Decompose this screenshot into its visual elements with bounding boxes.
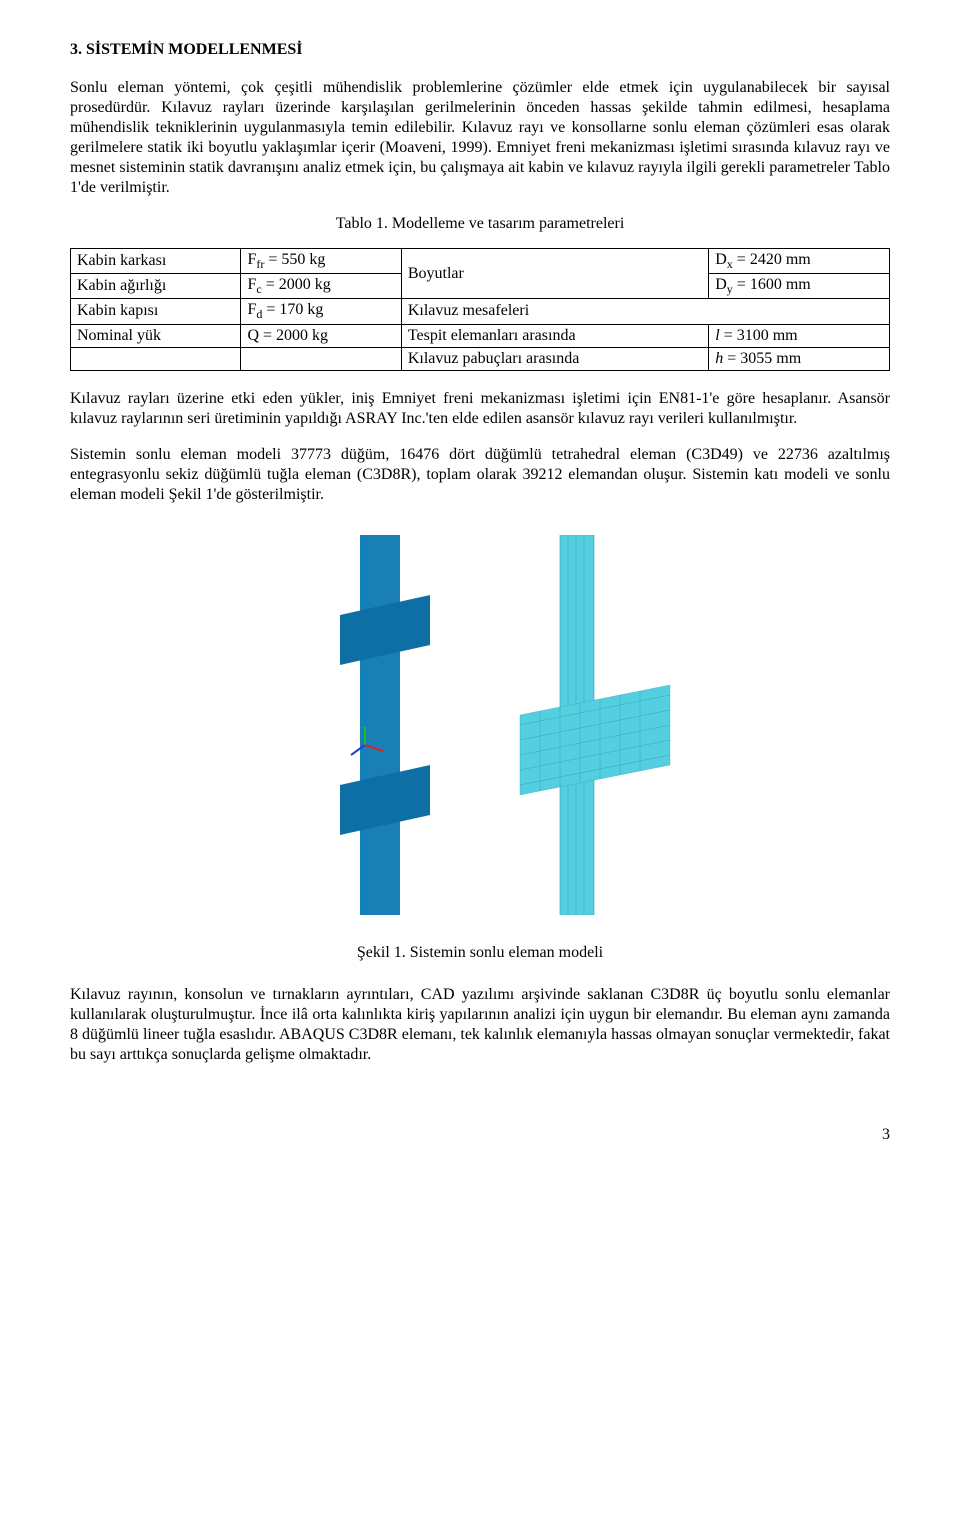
table1: Kabin karkasıFfr = 550 kgBoyutlarDx = 24… <box>70 248 890 371</box>
cell-group: Kılavuz pabuçları arasında <box>401 347 708 370</box>
table-row: Kabin karkasıFfr = 550 kgBoyutlarDx = 24… <box>71 249 890 274</box>
figure1-svg <box>220 535 740 915</box>
table-row: Kabin kapısıFd = 170 kgKılavuz mesafeler… <box>71 299 890 324</box>
cell-value: Dy = 1600 mm <box>709 274 890 299</box>
table1-caption: Tablo 1. Modelleme ve tasarım parametrel… <box>70 214 890 234</box>
table-row: Kılavuz pabuçları arasındah = 3055 mm <box>71 347 890 370</box>
paragraph-2: Kılavuz rayları üzerine etki eden yükler… <box>70 389 890 429</box>
cell-param-name: Nominal yük <box>71 324 241 347</box>
cell-param-symbol: Fc = 2000 kg <box>241 274 401 299</box>
cell-group: Kılavuz mesafeleri <box>401 299 889 324</box>
table-row: Nominal yükQ = 2000 kgTespit elemanları … <box>71 324 890 347</box>
page-number: 3 <box>70 1125 890 1145</box>
cell-param-symbol <box>241 347 401 370</box>
cell-group: Tespit elemanları arasında <box>401 324 708 347</box>
cell-param-symbol: Ffr = 550 kg <box>241 249 401 274</box>
cell-param-name: Kabin karkası <box>71 249 241 274</box>
figure1 <box>70 535 890 921</box>
cell-group: Boyutlar <box>401 249 708 299</box>
figure1-caption: Şekil 1. Sistemin sonlu eleman modeli <box>70 943 890 963</box>
cell-value: l = 3100 mm <box>709 324 890 347</box>
cell-param-name: Kabin kapısı <box>71 299 241 324</box>
paragraph-1: Sonlu eleman yöntemi, çok çeşitli mühend… <box>70 78 890 198</box>
cell-value: Dx = 2420 mm <box>709 249 890 274</box>
cell-param-symbol: Fd = 170 kg <box>241 299 401 324</box>
cell-param-name <box>71 347 241 370</box>
cell-param-symbol: Q = 2000 kg <box>241 324 401 347</box>
paragraph-4: Kılavuz rayının, konsolun ve tırnakların… <box>70 985 890 1065</box>
paragraph-3: Sistemin sonlu eleman modeli 37773 düğüm… <box>70 445 890 505</box>
section-title: 3. SİSTEMİN MODELLENMESİ <box>70 40 890 60</box>
cell-param-name: Kabin ağırlığı <box>71 274 241 299</box>
cell-value: h = 3055 mm <box>709 347 890 370</box>
